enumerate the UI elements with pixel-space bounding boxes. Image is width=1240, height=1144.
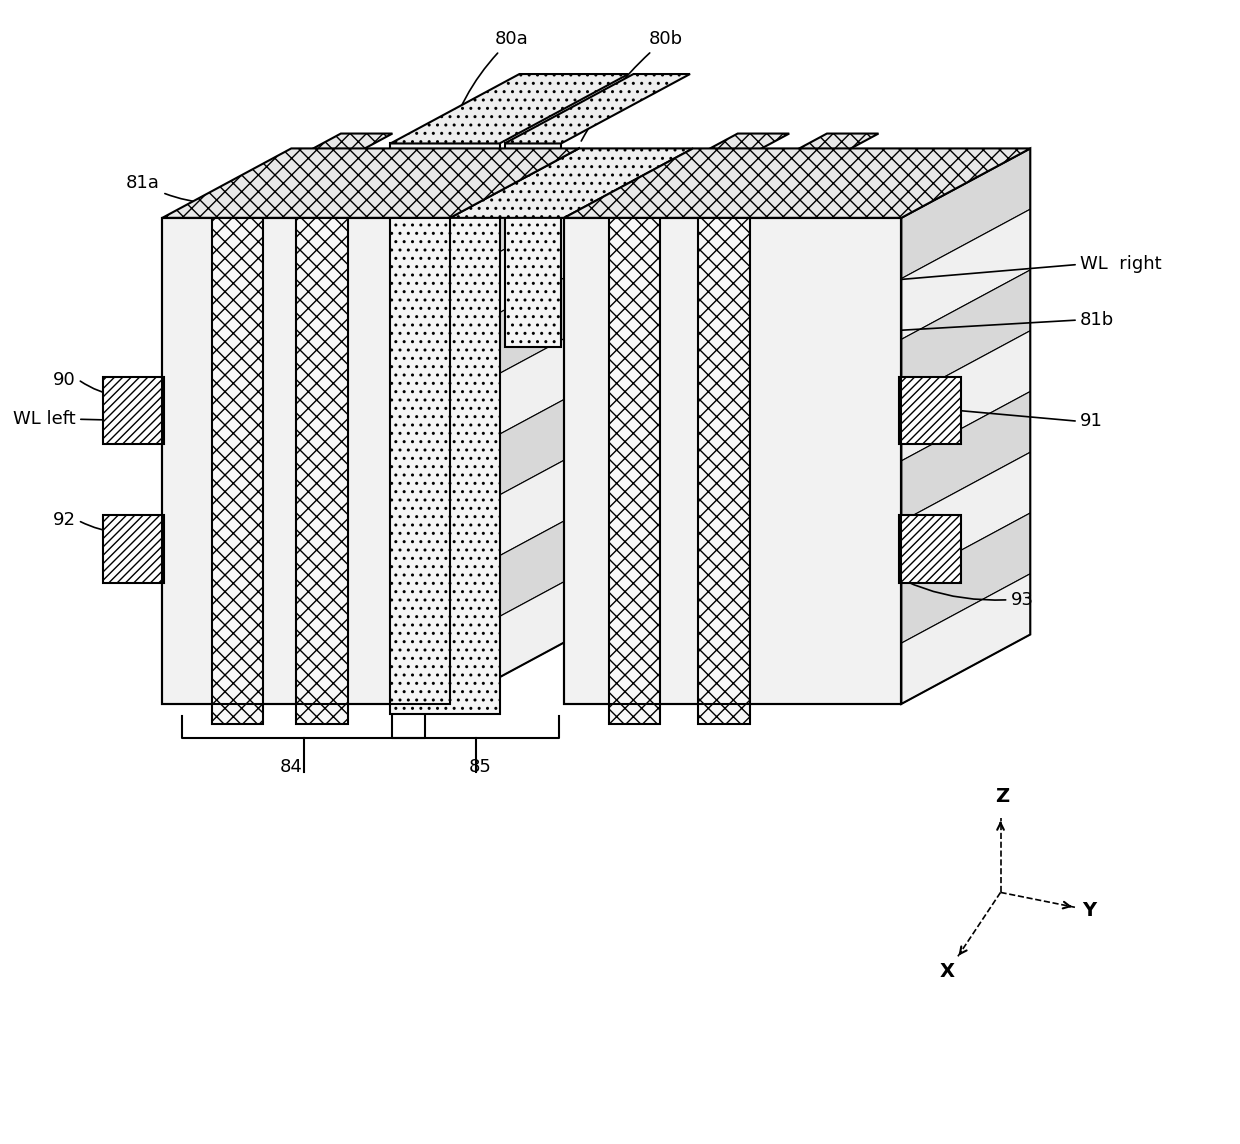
Polygon shape [450,513,579,643]
Polygon shape [450,574,579,704]
Text: 93: 93 [1011,590,1033,609]
Polygon shape [391,74,629,143]
Polygon shape [450,270,579,400]
Bar [564,217,901,704]
Text: WL  right: WL right [1080,255,1162,273]
Bar [391,143,500,714]
Polygon shape [450,391,579,522]
Text: 90: 90 [53,371,76,389]
Polygon shape [212,134,392,202]
Bar [212,202,263,724]
Polygon shape [901,209,1030,340]
Text: 84: 84 [280,758,303,777]
Text: 81b: 81b [1080,311,1115,329]
Polygon shape [450,452,579,582]
Text: WL left: WL left [14,411,76,428]
Text: 85: 85 [469,758,491,777]
Bar [103,516,164,583]
Bar [899,516,961,583]
Bar [899,376,961,444]
Polygon shape [901,452,1030,582]
Polygon shape [901,513,1030,643]
Bar [698,202,749,724]
Polygon shape [450,149,579,279]
Polygon shape [296,134,476,202]
Polygon shape [450,331,579,461]
Polygon shape [901,270,1030,400]
Polygon shape [901,331,1030,461]
Text: 91: 91 [1080,412,1102,430]
Polygon shape [901,574,1030,704]
Bar [609,202,660,724]
Text: Y: Y [1081,900,1096,920]
Text: 80b: 80b [582,30,682,141]
Polygon shape [564,149,1030,217]
Text: X: X [940,962,955,982]
Bar [162,217,450,704]
Polygon shape [609,134,789,202]
Bar [162,217,450,704]
Polygon shape [698,134,878,202]
Bar [564,217,901,704]
Polygon shape [901,149,1030,279]
Text: 81a: 81a [125,174,254,204]
Text: 80a: 80a [445,30,528,149]
Polygon shape [450,209,579,340]
Bar [103,376,164,444]
Text: 92: 92 [53,511,76,530]
Polygon shape [162,149,579,217]
Polygon shape [450,149,693,217]
Bar [505,143,560,347]
Polygon shape [901,391,1030,522]
Bar [296,202,347,724]
Text: Z: Z [996,787,1009,807]
Polygon shape [505,74,689,143]
